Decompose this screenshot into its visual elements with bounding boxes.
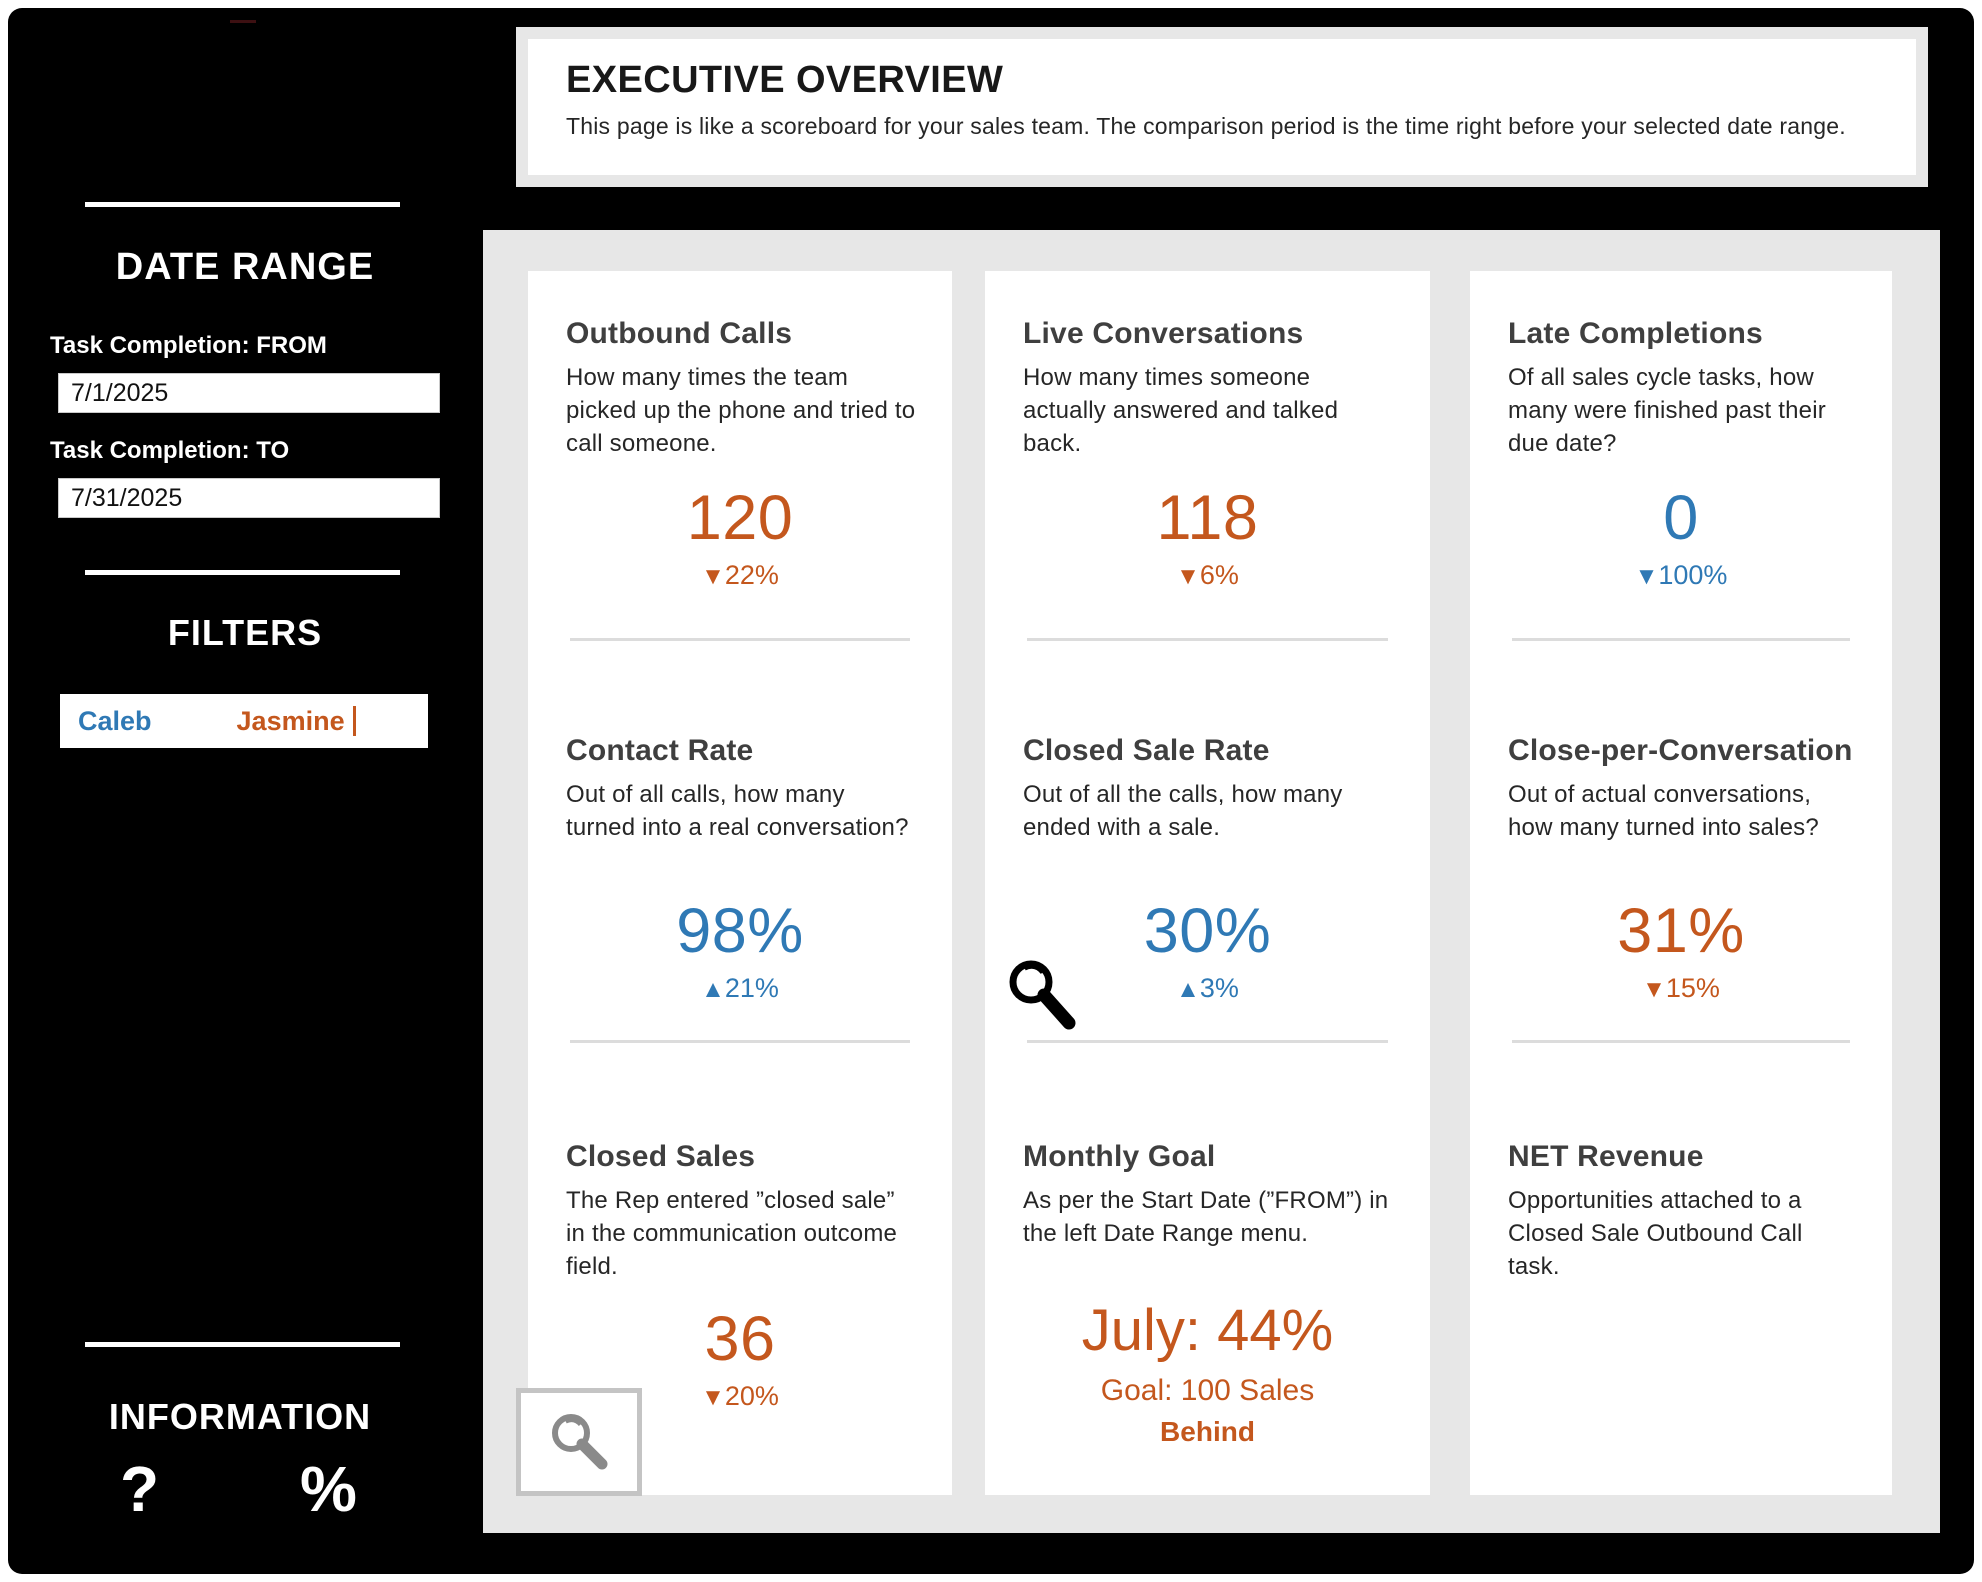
divider <box>1512 638 1850 641</box>
kpi-card-live-conversations: Live Conversations How many times someon… <box>985 271 1430 638</box>
text-cursor <box>352 706 356 736</box>
kpi-delta-value: 100% <box>1658 560 1728 590</box>
kpi-title: Late Completions <box>1508 317 1763 350</box>
divider <box>85 1342 400 1347</box>
kpi-card-closed-sale-rate: Closed Sale Rate Out of all the calls, h… <box>985 638 1430 1040</box>
kpi-description: How many times the team picked up the ph… <box>566 364 916 458</box>
kpi-description: Out of all calls, how many turned into a… <box>566 781 909 842</box>
information-heading: INFORMATION <box>108 1396 372 1437</box>
kpi-description: Opportunities attached to a Closed Sale … <box>1508 1187 1803 1281</box>
kpi-delta: ▲3% <box>985 973 1430 1004</box>
kpi-delta: ▼22% <box>528 560 952 591</box>
from-date-label: Task Completion: FROM <box>50 332 327 359</box>
goal-status-badge: Behind <box>1160 1416 1255 1447</box>
filters-heading: FILTERS <box>167 612 323 653</box>
kpi-column-2: Live Conversations How many times someon… <box>985 271 1430 1495</box>
trend-down-icon: ▼ <box>701 1384 725 1411</box>
trend-down-icon: ▼ <box>1642 976 1666 1003</box>
page-title: EXECUTIVE OVERVIEW <box>566 59 1004 101</box>
kpi-card-outbound-calls: Outbound Calls How many times the team p… <box>528 271 952 638</box>
kpi-delta-value: 22% <box>724 560 779 590</box>
to-date-input[interactable]: 7/31/2025 <box>58 478 440 518</box>
magnifier-icon <box>552 1414 608 1470</box>
page-subtitle: This page is like a scoreboard for your … <box>566 113 1846 139</box>
kpi-delta: ▼15% <box>1470 973 1892 1004</box>
goal-target: Goal: 100 Sales <box>1100 1374 1315 1407</box>
kpi-card-close-per-conversation: Close-per-Conversation Out of actual con… <box>1470 638 1892 1040</box>
kpi-value: 120 <box>686 483 794 553</box>
percent-icon[interactable]: % <box>300 1453 357 1525</box>
kpi-title: Close-per-Conversation <box>1508 734 1853 767</box>
header-card: EXECUTIVE OVERVIEW This page is like a s… <box>528 39 1916 175</box>
divider <box>1027 1040 1388 1043</box>
kpi-value: 30% <box>1143 896 1272 966</box>
trend-up-icon: ▲ <box>1176 976 1200 1003</box>
kpi-delta-value: 20% <box>724 1381 779 1411</box>
divider <box>85 202 400 207</box>
filter-option-caleb[interactable]: Caleb <box>78 705 152 736</box>
date-range-heading: DATE RANGE <box>115 246 375 288</box>
divider <box>1027 638 1388 641</box>
kpi-delta: ▼100% <box>1470 560 1892 591</box>
kpi-delta-value: 6% <box>1199 560 1239 590</box>
kpi-column-3: Late Completions Of all sales cycle task… <box>1470 271 1892 1495</box>
kpi-description: As per the Start Date (”FROM”) in the le… <box>1023 1187 1389 1248</box>
kpi-delta-value: 15% <box>1665 973 1720 1003</box>
to-date-label: Task Completion: TO <box>50 437 290 464</box>
kpi-delta: ▲21% <box>528 973 952 1004</box>
zoom-button[interactable] <box>516 1388 642 1496</box>
kpi-delta-value: 3% <box>1199 973 1239 1003</box>
kpi-title: Monthly Goal <box>1023 1140 1216 1173</box>
trend-down-icon: ▼ <box>701 563 725 590</box>
zoom-cursor-icon <box>1009 960 1076 1030</box>
kpi-description: Out of actual conversations, how many tu… <box>1508 781 1819 842</box>
kpi-card-closed-sales: Closed Sales The Rep entered ”closed sal… <box>528 1040 952 1495</box>
kpi-delta: ▼20% <box>528 1381 952 1412</box>
header: EXECUTIVE OVERVIEW This page is like a s… <box>516 27 1928 187</box>
kpi-card-net-revenue: NET Revenue Opportunities attached to a … <box>1470 1040 1892 1495</box>
artifact-mark <box>230 20 256 23</box>
kpi-description: Of all sales cycle tasks, how many were … <box>1508 364 1826 458</box>
trend-down-icon: ▼ <box>1176 563 1200 590</box>
divider <box>85 570 400 575</box>
trend-down-icon: ▼ <box>1634 563 1659 590</box>
kpi-title: Outbound Calls <box>566 317 793 350</box>
divider <box>570 1040 910 1043</box>
kpi-value: 118 <box>1156 483 1259 553</box>
trend-up-icon: ▲ <box>701 976 725 1003</box>
kpi-title: Contact Rate <box>566 734 754 767</box>
help-icon[interactable]: ? <box>120 1453 160 1525</box>
divider <box>570 638 910 641</box>
kpi-delta-value: 21% <box>724 973 779 1003</box>
kpi-description: The Rep entered ”closed sale” in the com… <box>566 1187 898 1281</box>
kpi-description: How many times someone actually answered… <box>1023 364 1339 458</box>
kpi-title: Closed Sale Rate <box>1023 734 1270 767</box>
divider <box>1512 1040 1850 1043</box>
kpi-card-late-completions: Late Completions Of all sales cycle task… <box>1470 271 1892 638</box>
kpi-value: 98% <box>676 896 804 966</box>
kpi-title: NET Revenue <box>1508 1140 1704 1173</box>
kpi-card-monthly-goal: Monthly Goal As per the Start Date (”FRO… <box>985 1040 1430 1495</box>
kpi-delta: ▼6% <box>985 560 1430 591</box>
kpi-column-1: Outbound Calls How many times the team p… <box>528 271 952 1495</box>
filter-option-jasmine[interactable]: Jasmine <box>236 705 345 736</box>
kpi-title: Closed Sales <box>566 1140 756 1173</box>
kpi-value: 31% <box>1617 896 1745 966</box>
kpi-description: Out of all the calls, how many ended wit… <box>1023 781 1343 842</box>
kpi-card-contact-rate: Contact Rate Out of all calls, how many … <box>528 638 952 1040</box>
kpi-value: 0 <box>1663 483 1699 553</box>
goal-value: July: 44% <box>1081 1298 1334 1363</box>
from-date-input[interactable]: 7/1/2025 <box>58 373 440 413</box>
kpi-value: 36 <box>704 1304 776 1374</box>
kpi-title: Live Conversations <box>1023 317 1304 350</box>
rep-filter-box: Caleb Jasmine <box>60 694 428 748</box>
